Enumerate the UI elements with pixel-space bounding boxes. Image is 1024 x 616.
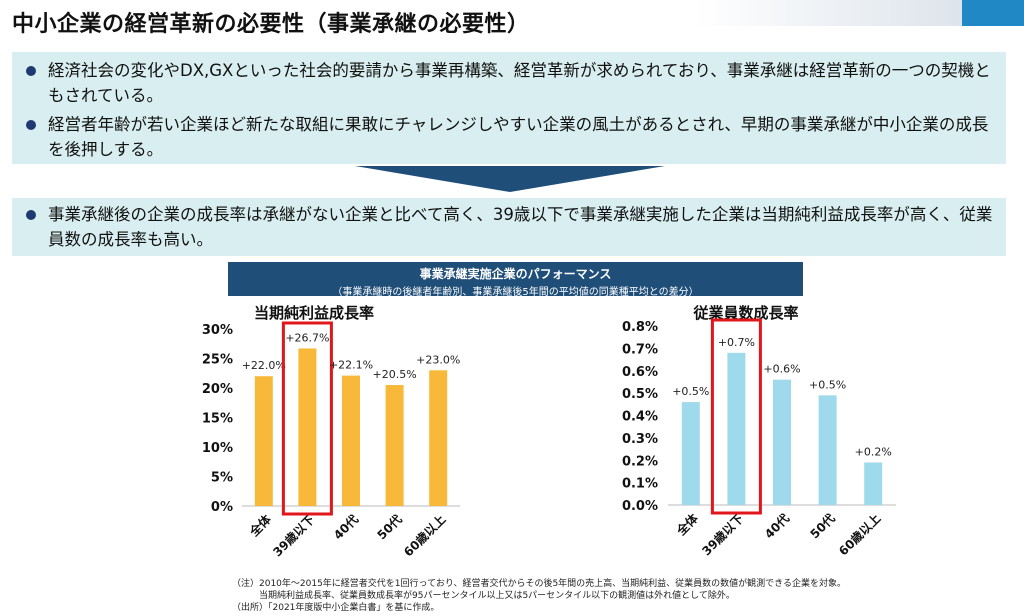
down-arrow-icon — [355, 166, 665, 192]
bullet-item: 事業承継後の企業の成長率は承継がない企業と比べて高く、39歳以下で事業承継実施し… — [22, 202, 996, 252]
data-label: +0.2% — [855, 445, 892, 458]
x-tick-label: 50代 — [374, 512, 405, 543]
data-label: +0.6% — [763, 363, 800, 376]
x-tick-label: 全体 — [246, 511, 275, 540]
y-tick-label: 0.3% — [622, 432, 658, 447]
x-tick-label: 60歳以上 — [835, 511, 883, 559]
y-tick-label: 0.7% — [622, 342, 658, 357]
y-tick-label: 15% — [202, 412, 233, 427]
y-tick-label: 10% — [202, 441, 233, 456]
x-tick-label: 50代 — [807, 511, 838, 542]
bullet-text: 経営者年齢が若い企業ほど新たな取組に果敢にチャレンジしやすい企業の風土があるとさ… — [48, 115, 989, 159]
bar — [818, 395, 837, 505]
chart-title: 従業員数成長率 — [692, 304, 798, 322]
y-tick-label: 0.2% — [622, 454, 658, 469]
x-tick-label: 60歳以上 — [400, 512, 448, 560]
chart-title: 当期純利益成長率 — [254, 304, 374, 322]
data-label: +23.0% — [416, 353, 460, 366]
data-label: +0.7% — [718, 336, 755, 349]
bullet-text: 事業承継後の企業の成長率は承継がない企業と比べて高く、39歳以下で事業承継実施し… — [48, 205, 993, 249]
bar — [385, 385, 404, 506]
y-tick-label: 0.0% — [622, 499, 658, 514]
y-tick-label: 0.4% — [622, 410, 658, 425]
bar — [254, 376, 273, 506]
bullet-dot-icon — [26, 210, 36, 220]
x-tick-label: 39歳以下 — [699, 511, 747, 559]
page-title: 中小企業の経営革新の必要性（事業承継の必要性） — [12, 12, 530, 37]
y-tick-label: 20% — [202, 382, 233, 397]
y-tick-label: 25% — [202, 353, 233, 368]
data-label: +0.5% — [809, 378, 846, 391]
footnote-line: 当期純利益成長率、従業員数成長率が95パーセンタイル以上又は5パーセンタイル以下… — [232, 591, 735, 601]
data-label: +20.5% — [373, 368, 417, 381]
footnote-line: （出所）「2021年度版中小企業白書」を基に作成。 — [232, 603, 440, 613]
footnotes: （注）2010年～2015年に経営者交代を1回行っており、経営者交代からその後5… — [232, 578, 846, 614]
summary-box-top: 経済社会の変化やDX,GXといった社会的要請から事業再構築、経営革新が求められて… — [12, 52, 1006, 164]
x-tick-label: 40代 — [761, 511, 792, 542]
y-tick-label: 0% — [211, 500, 233, 515]
bullet-item: 経済社会の変化やDX,GXといった社会的要請から事業再構築、経営革新が求められて… — [22, 58, 996, 108]
bar — [429, 370, 448, 506]
bar — [864, 462, 883, 505]
highlight-box — [281, 321, 333, 516]
performance-title: 事業承継実施企業のパフォーマンス — [419, 267, 612, 281]
y-tick-label: 0.1% — [622, 477, 658, 492]
y-tick-label: 0.5% — [622, 387, 658, 402]
bar — [773, 379, 791, 505]
x-tick-label: 40代 — [330, 512, 361, 543]
footnote-line: （注）2010年～2015年に経営者交代を1回行っており、経営者交代からその後5… — [232, 579, 847, 589]
bullet-item: 経営者年齢が若い企業ほど新たな取組に果敢にチャレンジしやすい企業の風土があるとさ… — [22, 112, 996, 162]
highlight-box — [710, 318, 762, 515]
bullet-text: 経済社会の変化やDX,GXといった社会的要請から事業再構築、経営革新が求められて… — [48, 61, 991, 105]
bar — [681, 402, 700, 505]
data-label: +22.0% — [242, 359, 286, 372]
x-tick-label: 全体 — [673, 510, 702, 539]
bullet-dot-icon — [26, 120, 36, 130]
bar — [727, 352, 746, 505]
y-tick-label: 30% — [202, 323, 233, 338]
data-label: +22.1% — [329, 359, 373, 372]
x-tick-label: 39歳以下 — [270, 512, 318, 560]
y-tick-label: 5% — [211, 471, 233, 486]
bar — [298, 348, 317, 506]
performance-subtitle: （事業承継時の後継者年齢別、事業承継後5年間の平均値の同業種平均との差分） — [332, 287, 699, 298]
performance-header: 事業承継実施企業のパフォーマンス （事業承継時の後継者年齢別、事業承継後5年間の… — [228, 262, 803, 298]
data-label: +26.7% — [285, 331, 329, 344]
y-tick-label: 0.6% — [622, 365, 658, 380]
bullet-dot-icon — [26, 66, 36, 76]
title-decoration-blue — [962, 0, 1024, 26]
data-label: +0.5% — [672, 385, 709, 398]
bar — [342, 375, 360, 506]
summary-box-bottom: 事業承継後の企業の成長率は承継がない企業と比べて高く、39歳以下で事業承継実施し… — [12, 198, 1006, 256]
y-tick-label: 0.8% — [622, 320, 658, 335]
